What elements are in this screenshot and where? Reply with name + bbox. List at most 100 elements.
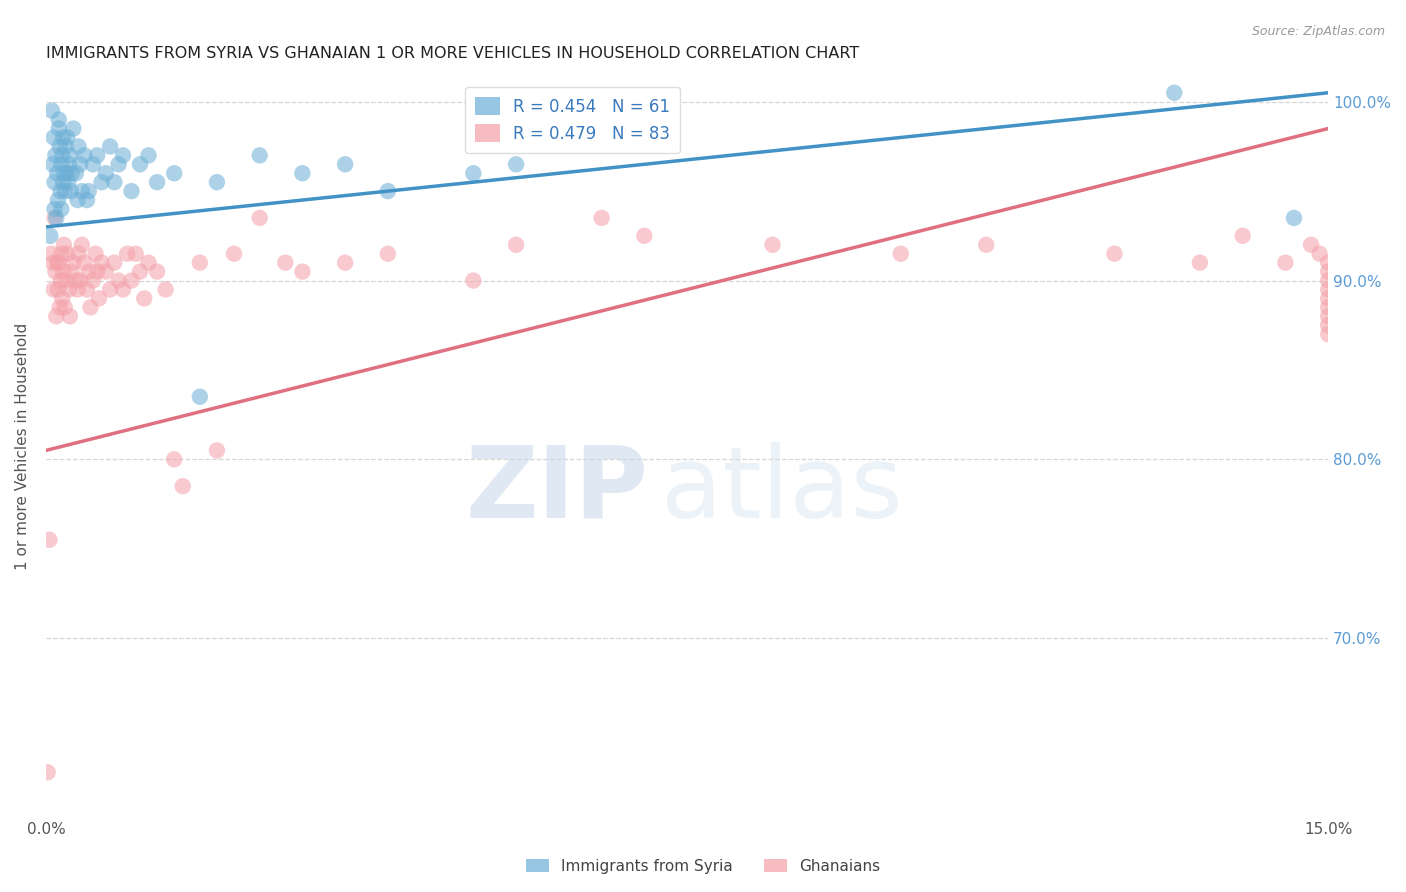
Point bbox=[62, 255, 84, 269]
Point bbox=[86, 264, 108, 278]
Point bbox=[222, 246, 245, 260]
Point bbox=[1282, 211, 1305, 225]
Point bbox=[120, 184, 142, 198]
Point bbox=[98, 139, 121, 153]
Point bbox=[38, 533, 60, 547]
Point bbox=[82, 157, 104, 171]
Point bbox=[138, 255, 160, 269]
Point bbox=[1317, 327, 1340, 342]
Point bbox=[48, 255, 70, 269]
Point bbox=[48, 121, 70, 136]
Point bbox=[52, 175, 75, 189]
Point bbox=[890, 246, 912, 260]
Point bbox=[90, 175, 112, 189]
Point bbox=[463, 273, 485, 287]
Point bbox=[111, 283, 134, 297]
Point bbox=[111, 148, 134, 162]
Point bbox=[82, 273, 104, 287]
Point bbox=[129, 264, 152, 278]
Point bbox=[163, 452, 186, 467]
Point bbox=[55, 139, 77, 153]
Point bbox=[377, 246, 399, 260]
Point bbox=[52, 130, 75, 145]
Y-axis label: 1 or more Vehicles in Household: 1 or more Vehicles in Household bbox=[15, 322, 30, 570]
Point bbox=[205, 175, 228, 189]
Point bbox=[125, 246, 148, 260]
Point bbox=[1317, 264, 1340, 278]
Point bbox=[291, 264, 314, 278]
Point bbox=[146, 264, 169, 278]
Point bbox=[1163, 86, 1185, 100]
Point bbox=[1309, 246, 1331, 260]
Point bbox=[44, 175, 66, 189]
Point bbox=[107, 157, 129, 171]
Point bbox=[44, 202, 66, 216]
Point bbox=[62, 121, 84, 136]
Point bbox=[98, 283, 121, 297]
Point bbox=[172, 479, 194, 493]
Point bbox=[58, 175, 80, 189]
Point bbox=[73, 255, 96, 269]
Point bbox=[70, 184, 93, 198]
Point bbox=[49, 184, 72, 198]
Text: ZIP: ZIP bbox=[465, 442, 648, 539]
Point bbox=[45, 211, 67, 225]
Text: Source: ZipAtlas.com: Source: ZipAtlas.com bbox=[1251, 25, 1385, 38]
Point bbox=[51, 202, 73, 216]
Point bbox=[188, 390, 211, 404]
Point bbox=[46, 283, 69, 297]
Point bbox=[84, 246, 107, 260]
Point bbox=[115, 246, 138, 260]
Point bbox=[291, 166, 314, 180]
Point bbox=[60, 166, 83, 180]
Point bbox=[48, 112, 70, 127]
Point bbox=[120, 273, 142, 287]
Point bbox=[76, 283, 98, 297]
Point bbox=[1317, 283, 1340, 297]
Point bbox=[69, 273, 91, 287]
Point bbox=[45, 310, 67, 324]
Point bbox=[163, 166, 186, 180]
Point bbox=[633, 228, 655, 243]
Point bbox=[39, 228, 62, 243]
Point bbox=[73, 148, 96, 162]
Point bbox=[46, 255, 69, 269]
Point bbox=[1317, 292, 1340, 306]
Point bbox=[188, 255, 211, 269]
Point bbox=[52, 166, 75, 180]
Point bbox=[51, 292, 73, 306]
Point bbox=[274, 255, 297, 269]
Point bbox=[46, 193, 69, 207]
Point bbox=[66, 193, 89, 207]
Point bbox=[249, 211, 271, 225]
Legend: Immigrants from Syria, Ghanaians: Immigrants from Syria, Ghanaians bbox=[520, 853, 886, 880]
Point bbox=[44, 264, 66, 278]
Point bbox=[56, 246, 79, 260]
Point bbox=[48, 301, 70, 315]
Point bbox=[94, 166, 117, 180]
Point bbox=[129, 157, 152, 171]
Point bbox=[1274, 255, 1296, 269]
Point bbox=[79, 301, 101, 315]
Text: atlas: atlas bbox=[661, 442, 903, 539]
Point bbox=[205, 443, 228, 458]
Point bbox=[76, 193, 98, 207]
Point bbox=[107, 273, 129, 287]
Point bbox=[51, 157, 73, 171]
Point bbox=[103, 255, 125, 269]
Point bbox=[59, 184, 82, 198]
Point bbox=[1317, 318, 1340, 333]
Point bbox=[46, 166, 69, 180]
Point bbox=[48, 139, 70, 153]
Point bbox=[1317, 301, 1340, 315]
Point bbox=[1317, 255, 1340, 269]
Point bbox=[42, 283, 65, 297]
Point bbox=[86, 148, 108, 162]
Point bbox=[974, 237, 997, 252]
Point bbox=[51, 246, 73, 260]
Point bbox=[42, 255, 65, 269]
Point bbox=[94, 264, 117, 278]
Point bbox=[39, 246, 62, 260]
Point bbox=[60, 264, 83, 278]
Legend: R = 0.454   N = 61, R = 0.479   N = 83: R = 0.454 N = 61, R = 0.479 N = 83 bbox=[464, 87, 681, 153]
